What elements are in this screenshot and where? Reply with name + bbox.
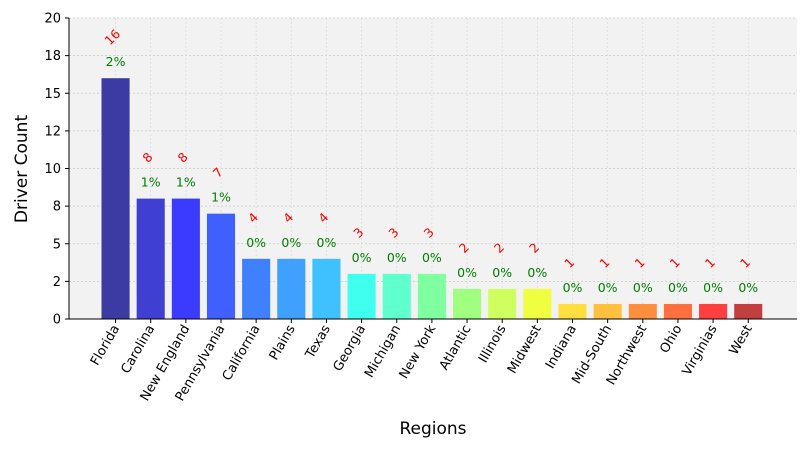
- percent-label: 0%: [598, 280, 618, 295]
- percent-label: 2%: [106, 54, 126, 69]
- y-tick-label: 15: [44, 87, 61, 102]
- x-tick-label: Plains: [267, 322, 299, 363]
- percent-label: 0%: [457, 265, 477, 280]
- bar: [734, 303, 763, 319]
- y-tick-label: 18: [44, 49, 61, 64]
- percent-labels: 2% 1% 1% 1% 0% 0% 0% 0% 0% 0% 0% 0% 0% 0% 0% 0% 0% 0% 0%: [106, 54, 759, 295]
- x-tick-label: Indiana: [543, 323, 580, 372]
- percent-label: 1%: [211, 190, 231, 205]
- y-tick-label: 0: [53, 313, 61, 328]
- bars: [101, 78, 763, 319]
- x-tick-label: West: [727, 323, 756, 358]
- y-axis-title: Driver Count: [12, 115, 32, 224]
- percent-label: 0%: [317, 235, 337, 250]
- x-tick-label: Virginias: [680, 322, 721, 378]
- percent-label: 0%: [563, 280, 583, 295]
- bar: [663, 303, 692, 319]
- percent-label: 0%: [527, 265, 547, 280]
- y-tick-label: 8: [53, 200, 61, 215]
- bar: [417, 273, 446, 319]
- percent-label: 0%: [387, 250, 407, 265]
- bar: [699, 303, 728, 319]
- bar: [101, 78, 130, 319]
- x-tick-label: Georgia: [331, 323, 369, 375]
- percent-label: 0%: [492, 265, 512, 280]
- percent-label: 0%: [738, 280, 758, 295]
- bar: [242, 258, 271, 319]
- y-tick-label: 20: [44, 12, 61, 27]
- bar: [206, 213, 236, 319]
- x-tick-label: Illinois: [476, 322, 510, 365]
- x-tick-label: Texas: [302, 322, 334, 362]
- bar: [453, 288, 482, 319]
- percent-label: 0%: [352, 250, 372, 265]
- bar: [523, 288, 552, 319]
- y-tick-label: 2: [53, 275, 61, 290]
- bar: [488, 288, 517, 319]
- percent-label: 1%: [141, 175, 161, 190]
- bar: [136, 198, 165, 319]
- x-tick-label: Atlantic: [437, 323, 475, 373]
- x-tick-label: Carolina: [118, 323, 158, 377]
- bar: [593, 303, 622, 319]
- percent-label: 0%: [422, 250, 442, 265]
- percent-label: 1%: [176, 175, 196, 190]
- y-tick-label: 10: [44, 162, 61, 177]
- y-axis-ticks: 0 2 5 8 10 12 15 18 20: [44, 12, 69, 328]
- bar: [628, 303, 657, 319]
- x-axis-title: Regions: [399, 419, 466, 439]
- percent-label: 0%: [703, 280, 723, 295]
- y-tick-label: 5: [53, 237, 61, 252]
- percent-label: 0%: [281, 235, 301, 250]
- x-tick-label: Florida: [88, 323, 123, 369]
- x-tick-label: Ohio: [657, 322, 685, 356]
- bar: [347, 273, 376, 319]
- bar: [382, 273, 411, 319]
- x-tick-label: Midwest: [505, 323, 545, 377]
- percent-label: 0%: [246, 235, 266, 250]
- bar: [171, 198, 200, 319]
- bar: [558, 303, 587, 319]
- bar: [277, 258, 306, 319]
- y-tick-label: 12: [44, 124, 61, 139]
- bar: [312, 258, 341, 319]
- percent-label: 0%: [633, 280, 653, 295]
- percent-label: 0%: [668, 280, 688, 295]
